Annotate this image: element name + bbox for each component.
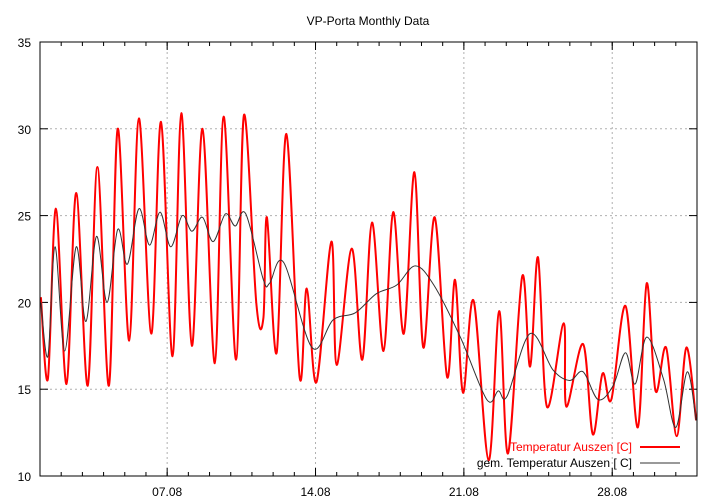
x-tick-label: 14.08 xyxy=(301,485,331,499)
series-layer xyxy=(39,112,698,462)
series-line-temperature xyxy=(39,112,698,462)
x-tick-label: 21.08 xyxy=(449,485,479,499)
x-tick-label: 28.08 xyxy=(597,485,627,499)
y-tick-label: 30 xyxy=(18,123,32,137)
series-line-mean-temperature xyxy=(40,208,697,428)
chart-title: VP-Porta Monthly Data xyxy=(307,14,430,28)
y-tick-label: 10 xyxy=(18,470,32,484)
x-tick-label: 07.08 xyxy=(152,485,182,499)
plot-frame xyxy=(39,41,698,477)
legend-label-mean-temperature: gem. Temperatur Auszen [ C] xyxy=(477,456,632,470)
y-tick-label: 25 xyxy=(18,210,32,224)
legend-label-temperature: Temperatur Auszen [C] xyxy=(510,440,632,454)
legend: Temperatur Auszen [C] gem. Temperatur Au… xyxy=(477,440,680,470)
y-tick-label: 15 xyxy=(18,383,32,397)
y-tick-label: 35 xyxy=(18,36,32,50)
y-tick-label: 20 xyxy=(18,296,32,310)
